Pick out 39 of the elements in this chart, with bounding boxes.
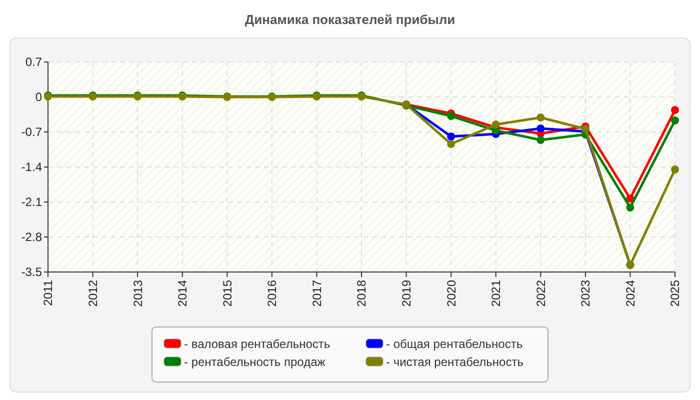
point — [671, 116, 679, 124]
legend-label: - чистая рентабельность — [386, 355, 524, 370]
point — [536, 124, 545, 132]
y-tick-label: 0.7 — [25, 55, 42, 70]
x-tick-label: 2025 — [668, 280, 682, 307]
legend-label: - рентабельность продаж — [184, 355, 326, 370]
point — [536, 136, 545, 144]
point — [671, 166, 679, 174]
x-tick-label: 2014 — [176, 280, 190, 307]
x-tick-label: 2017 — [310, 280, 324, 307]
point — [671, 106, 679, 114]
x-tick-label: 2023 — [578, 280, 593, 307]
x-tick-label: 2021 — [489, 280, 504, 307]
x-tick-label: 2019 — [399, 280, 414, 307]
x-tick-label: 2020 — [444, 280, 458, 307]
x-tick-label: 2016 — [265, 280, 280, 307]
x-tick-label: 2022 — [534, 280, 548, 307]
x-tick-label: 2024 — [623, 280, 638, 307]
y-tick-label: 0 — [35, 90, 42, 104]
y-tick-label: -3.5 — [21, 265, 42, 280]
x-tick-label: 2015 — [220, 280, 234, 307]
x-tick-label: 2018 — [354, 280, 369, 307]
point — [626, 204, 634, 212]
point — [447, 140, 456, 148]
x-tick-label: 2012 — [86, 280, 100, 307]
y-tick-label: -1.4 — [21, 160, 42, 174]
y-tick-label: -2.1 — [21, 195, 42, 210]
point — [447, 112, 456, 120]
y-tick-label: -0.7 — [21, 125, 42, 140]
x-tick-label: 2011 — [41, 280, 56, 306]
x-tick-label: 2013 — [130, 280, 145, 307]
legend-label: - общая рентабельность — [386, 337, 523, 352]
point — [536, 114, 545, 122]
legend-label: - валовая рентабельность — [184, 337, 330, 352]
point — [447, 132, 456, 140]
point — [581, 125, 590, 133]
point — [492, 120, 500, 128]
chart-title: Динамика показателей прибыли — [244, 12, 456, 27]
y-tick-label: -2.8 — [21, 230, 42, 244]
